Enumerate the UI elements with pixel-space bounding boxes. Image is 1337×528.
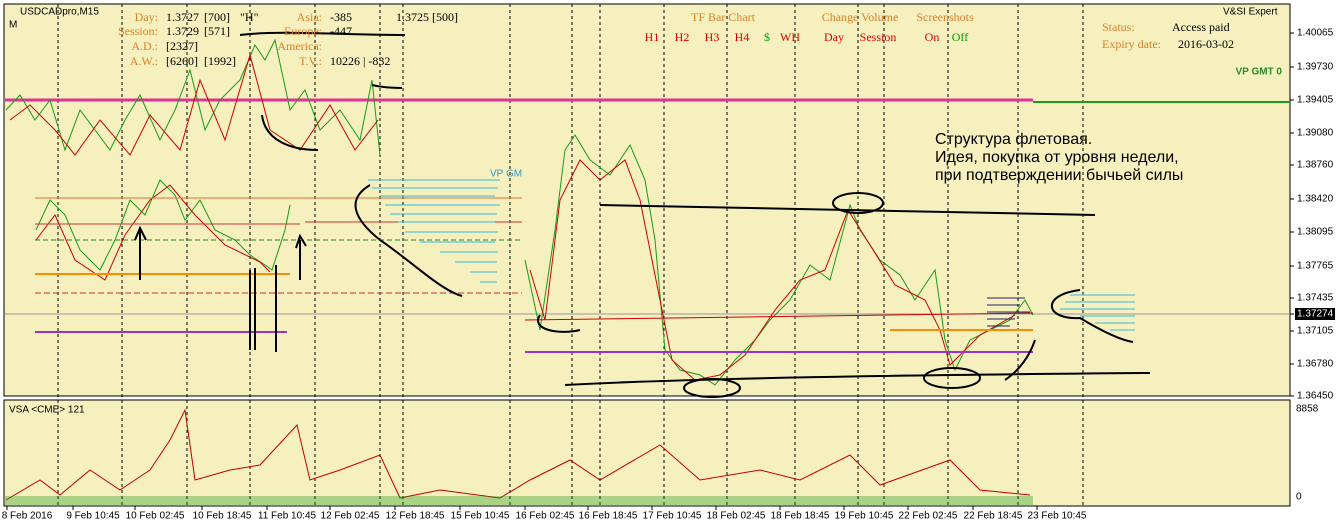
note-line: Структура флетовая. [935, 131, 1092, 148]
time-label: 15 Feb 10:45 [451, 511, 510, 522]
expiry-value: 2016-03-02 [1178, 37, 1234, 51]
time-label: 17 Feb 10:45 [643, 511, 702, 522]
status-label: Status: [1102, 20, 1135, 34]
price-label: 1.39405 [1297, 95, 1334, 106]
price-trace [5, 38, 1034, 386]
info-label: Session: [118, 24, 158, 38]
time-label: 22 Feb 18:45 [964, 511, 1023, 522]
price-label: 1.40065 [1297, 28, 1334, 39]
info-label: A.W.: [130, 54, 158, 68]
volume-title: VSA <CME> 121 [9, 405, 85, 416]
volume-profile [368, 179, 1135, 331]
price-label: 1.37105 [1297, 326, 1334, 337]
tf-button[interactable]: H2 [675, 30, 690, 44]
time-label: 19 Feb 10:45 [835, 511, 894, 522]
volume-base [5, 496, 1033, 505]
hand-drawings [134, 31, 1151, 398]
volume-button[interactable]: Day [824, 30, 844, 44]
tf-button[interactable]: H4 [735, 30, 750, 44]
mark: M [9, 20, 17, 31]
symbol: USDCADpro,M15 [20, 7, 99, 18]
status-value: Access paid [1172, 20, 1230, 34]
vp-label: VP GM [490, 169, 522, 180]
info-value: 1.3729 [166, 24, 199, 38]
levels [35, 197, 1034, 353]
time-label: 12 Feb 02:45 [321, 511, 380, 522]
volume-trace [5, 408, 1031, 501]
info-value: [1992] [204, 54, 236, 68]
info-value: [571] [204, 24, 230, 38]
info-value: 1.3727 [166, 10, 199, 24]
time-label: 8 Feb 2016 [2, 511, 53, 522]
info-label: T.V.: [299, 54, 322, 68]
tf-button[interactable]: $ [764, 30, 770, 44]
price-label: 1.39730 [1297, 62, 1334, 73]
info-label: Asia: [297, 10, 322, 24]
price-label: 1.36450 [1297, 391, 1334, 402]
time-label: 16 Feb 02:45 [516, 511, 575, 522]
info-label: America: [277, 39, 322, 53]
price-label: 1.38095 [1297, 227, 1334, 238]
expiry-label: Expiry date: [1102, 37, 1161, 51]
info-value: [2327] [166, 39, 198, 53]
time-label: 9 Feb 10:45 [66, 511, 120, 522]
price-label: 1.38760 [1297, 160, 1334, 171]
info-value: -385 [330, 10, 352, 24]
panel-title: Change Volume [822, 10, 899, 24]
volume-button[interactable]: Session [860, 30, 897, 44]
tf-button[interactable]: WH [780, 30, 800, 44]
price-label: 1.37274 [1297, 309, 1334, 320]
price-panel [3, 3, 1291, 397]
panel-title: Screenshots [916, 10, 974, 24]
time-label: 11 Feb 10:45 [258, 511, 317, 522]
price-tag [1295, 308, 1335, 320]
axes: 1.40065 1.39730 1.39405 1.39080 1.38760 1.384… [2, 28, 1334, 522]
time-label: 22 Feb 02:45 [899, 511, 958, 522]
price-label: 1.36780 [1297, 359, 1334, 370]
volume-min: 0 [1296, 492, 1302, 503]
time-label: 12 Feb 18:45 [386, 511, 445, 522]
local-profile [987, 297, 1030, 327]
tf-button[interactable]: H3 [705, 30, 720, 44]
time-label: 18 Feb 18:45 [771, 511, 830, 522]
price-label: 1.37435 [1297, 293, 1334, 304]
volume-max: 8858 [1296, 404, 1319, 415]
time-label: 10 Feb 02:45 [126, 511, 185, 522]
price-label: 1.39080 [1297, 128, 1334, 139]
info-value: [6260] [166, 54, 198, 68]
note-line: при подтверждении бычьей силы [935, 167, 1183, 184]
panel-title: TF Bar Chart [691, 10, 756, 24]
price-label: 1.37765 [1297, 261, 1334, 272]
info-value: -447 [330, 24, 352, 38]
price-label: 1.38420 [1297, 194, 1334, 205]
tf-button[interactable]: H1 [645, 30, 660, 44]
screenshot-button[interactable]: Off [952, 30, 968, 44]
note-line: Идея, покупка от уровня недели, [935, 149, 1179, 166]
time-label: 16 Feb 18:45 [579, 511, 638, 522]
info-value: 10226 | -832 [330, 54, 390, 68]
info-label: Europe: [284, 24, 322, 38]
expert-name: V&SI Expert [1223, 7, 1278, 18]
info-label: Day: [135, 10, 158, 24]
vp-label: VP GMT 0 [1236, 67, 1283, 78]
time-label: 23 Feb 10:45 [1028, 511, 1087, 522]
time-label: 18 Feb 02:45 [707, 511, 766, 522]
info-label: A.D.: [131, 39, 158, 53]
time-label: 10 Feb 18:45 [193, 511, 252, 522]
info-value: 1.3725 [500] [396, 10, 458, 24]
screenshot-button[interactable]: On [925, 30, 940, 44]
info-value: [700] [204, 10, 230, 24]
info-value: "H" [240, 10, 259, 24]
